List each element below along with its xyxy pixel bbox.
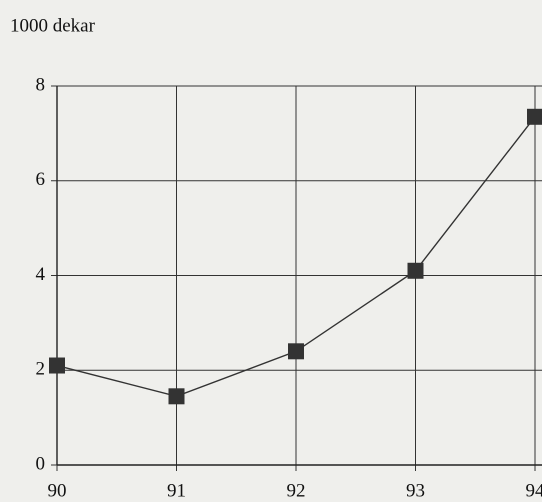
y-tick-label: 2 <box>36 359 46 380</box>
y-axis-label: 1000 dekar <box>10 15 96 36</box>
data-point <box>527 108 542 125</box>
data-point <box>407 262 424 279</box>
data-point <box>288 343 304 360</box>
x-tick-label: 92 <box>287 480 306 501</box>
y-tick-label: 0 <box>36 453 46 474</box>
y-tick-label: 4 <box>36 264 46 285</box>
data-point <box>49 357 65 374</box>
x-tick-label: 94 <box>526 480 542 501</box>
y-tick-label: 6 <box>36 169 46 190</box>
x-tick-label: 93 <box>406 480 425 501</box>
data-point <box>168 388 185 405</box>
y-tick-label: 8 <box>36 74 46 95</box>
x-tick-label: 90 <box>48 480 67 501</box>
x-tick-label: 91 <box>167 480 186 501</box>
